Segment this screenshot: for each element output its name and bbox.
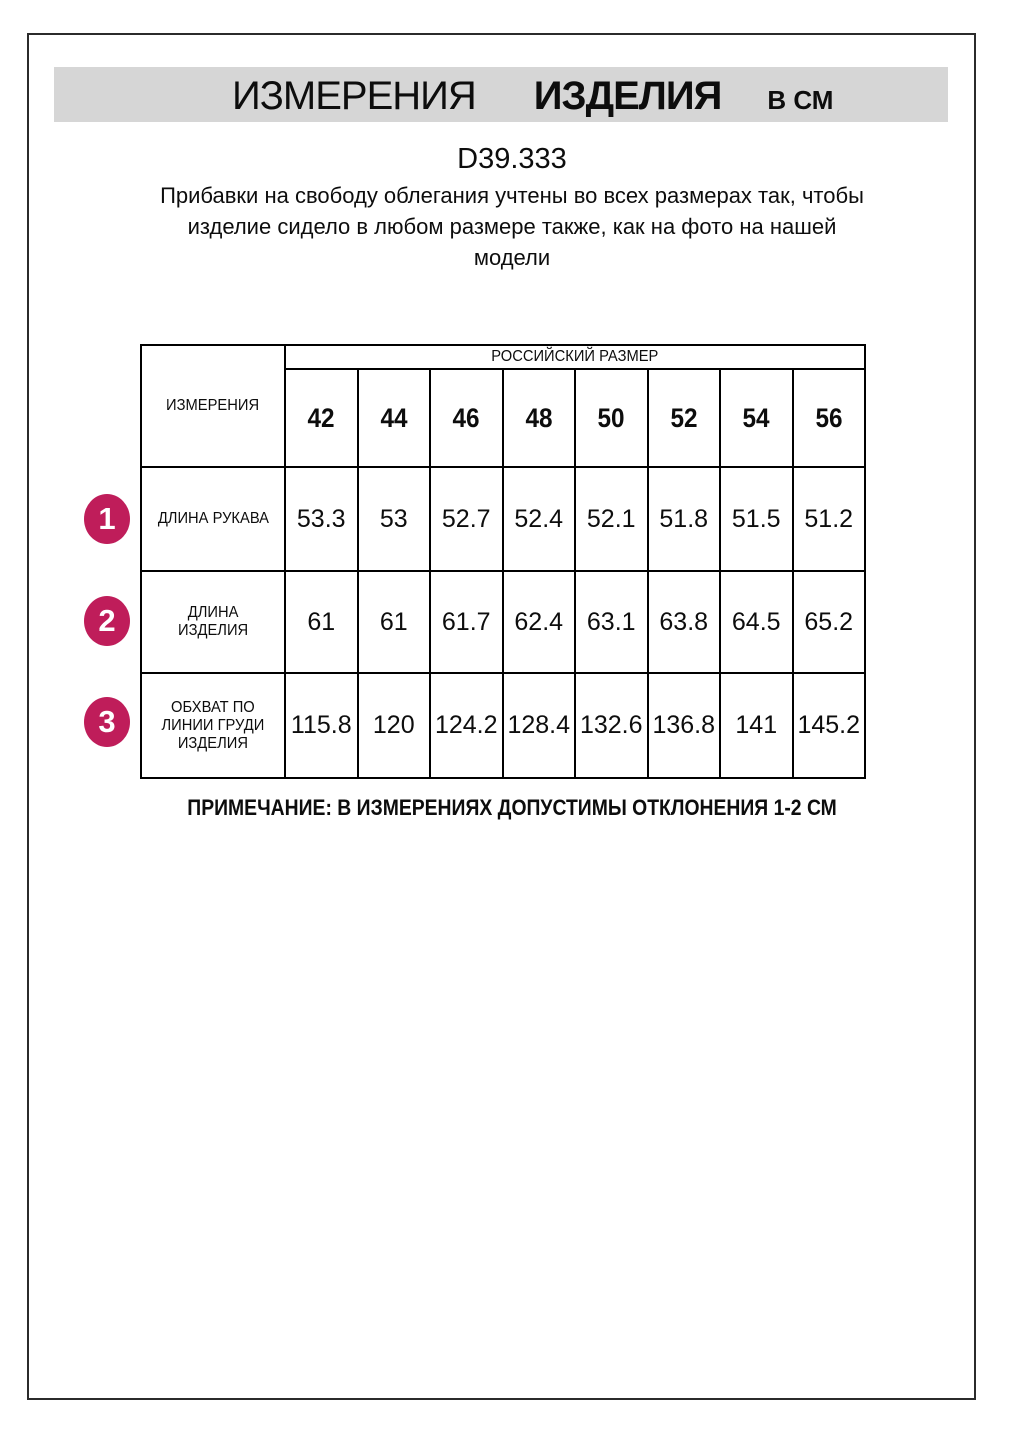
table-row: ДЛИНА РУКАВА 53.3 53 52.7 52.4 52.1 51.8… (140, 466, 866, 572)
row-label-cell: ДЛИНА РУКАВА (140, 466, 286, 572)
value-cell: 145.2 (791, 672, 866, 779)
size-label: 48 (525, 402, 553, 433)
row-marker-2-number: 2 (98, 603, 116, 638)
value-cell: 51.5 (719, 466, 794, 572)
table-sizes-row: 42 44 46 48 50 52 54 56 (141, 368, 866, 468)
value-cell: 132.6 (574, 672, 649, 779)
size-label: 42 (307, 402, 335, 433)
row-marker-3-number: 3 (98, 704, 116, 739)
tolerance-note-text: ПРИМЕЧАНИЕ: В ИЗМЕРЕНИЯХ ДОПУСТИМЫ ОТКЛО… (187, 795, 837, 820)
size-header-cell: 42 (284, 368, 359, 468)
fit-description: Прибавки на свободу облегания учтены во … (160, 183, 864, 270)
row-label: ДЛИНА РУКАВА (157, 510, 269, 527)
value-cell: 52.1 (574, 466, 649, 572)
table-group-header-row: ИЗМЕРЕНИЯ РОССИЙСКИЙ РАЗМЕР (140, 344, 866, 468)
value-cell: 53 (356, 466, 431, 572)
group-header-cell: РОССИЙСКИЙ РАЗМЕР (284, 344, 866, 370)
row-marker-3: 3 (84, 697, 130, 747)
title-units: В СМ (767, 85, 834, 115)
value-cell: 51.8 (646, 466, 721, 572)
size-header-cell: 56 (791, 368, 866, 468)
row-marker-1-number: 1 (98, 501, 116, 536)
size-label: 46 (452, 402, 480, 433)
size-label: 50 (597, 402, 625, 433)
size-header-cell: 48 (501, 368, 576, 468)
value-cell: 52.7 (429, 466, 504, 572)
value-cell: 62.4 (501, 570, 576, 674)
title-measurements: ИЗМЕРЕНИЯ (232, 74, 477, 118)
value-cell: 61.7 (429, 570, 504, 674)
table-row: ДЛИНА ИЗДЕЛИЯ 61 61 61.7 62.4 63.1 63.8 … (140, 570, 866, 674)
size-label: 52 (670, 402, 698, 433)
row-label-cell: ОБХВАТ ПО ЛИНИИ ГРУДИ ИЗДЕЛИЯ (140, 672, 286, 779)
value-cell: 61 (356, 570, 431, 674)
row-label-cell: ДЛИНА ИЗДЕЛИЯ (140, 570, 286, 674)
value-cell: 61 (284, 570, 359, 674)
value-cell: 124.2 (429, 672, 504, 779)
value-cell: 141 (719, 672, 794, 779)
corner-label: ИЗМЕРЕНИЯ (166, 397, 260, 414)
row-marker-2: 2 (84, 596, 130, 646)
value-cell: 128.4 (501, 672, 576, 779)
size-label: 44 (380, 402, 408, 433)
value-cell: 120 (356, 672, 431, 779)
size-header-cell: 52 (646, 368, 721, 468)
title-bar: ИЗМЕРЕНИЯ ИЗДЕЛИЯ В СМ (54, 67, 948, 122)
size-header-cell: 46 (429, 368, 504, 468)
row-label: ДЛИНА ИЗДЕЛИЯ (177, 604, 249, 639)
table-row: ОБХВАТ ПО ЛИНИИ ГРУДИ ИЗДЕЛИЯ 115.8 120 … (140, 672, 866, 779)
value-cell: 63.8 (646, 570, 721, 674)
size-table: ИЗМЕРЕНИЯ РОССИЙСКИЙ РАЗМЕР 42 44 46 48 … (140, 344, 866, 779)
value-cell: 64.5 (719, 570, 794, 674)
value-cell: 52.4 (501, 466, 576, 572)
value-cell: 65.2 (791, 570, 866, 674)
size-header-cell: 54 (719, 368, 794, 468)
tolerance-note: ПРИМЕЧАНИЕ: В ИЗМЕРЕНИЯХ ДОПУСТИМЫ ОТКЛО… (0, 795, 1024, 821)
size-label: 54 (742, 402, 770, 433)
group-header-label: РОССИЙСКИЙ РАЗМЕР (491, 348, 659, 365)
value-cell: 53.3 (284, 466, 359, 572)
model-code: D39.333 (457, 143, 567, 175)
size-label: 56 (815, 402, 843, 433)
corner-label-cell: ИЗМЕРЕНИЯ (140, 344, 286, 468)
value-cell: 115.8 (284, 672, 359, 779)
size-header-cell: 44 (356, 368, 431, 468)
row-label: ОБХВАТ ПО ЛИНИИ ГРУДИ ИЗДЕЛИЯ (161, 698, 265, 752)
value-cell: 136.8 (646, 672, 721, 779)
value-cell: 63.1 (574, 570, 649, 674)
row-marker-1: 1 (84, 494, 130, 544)
value-cell: 51.2 (791, 466, 866, 572)
size-header-cell: 50 (574, 368, 649, 468)
title-product: ИЗДЕЛИЯ (533, 74, 723, 118)
